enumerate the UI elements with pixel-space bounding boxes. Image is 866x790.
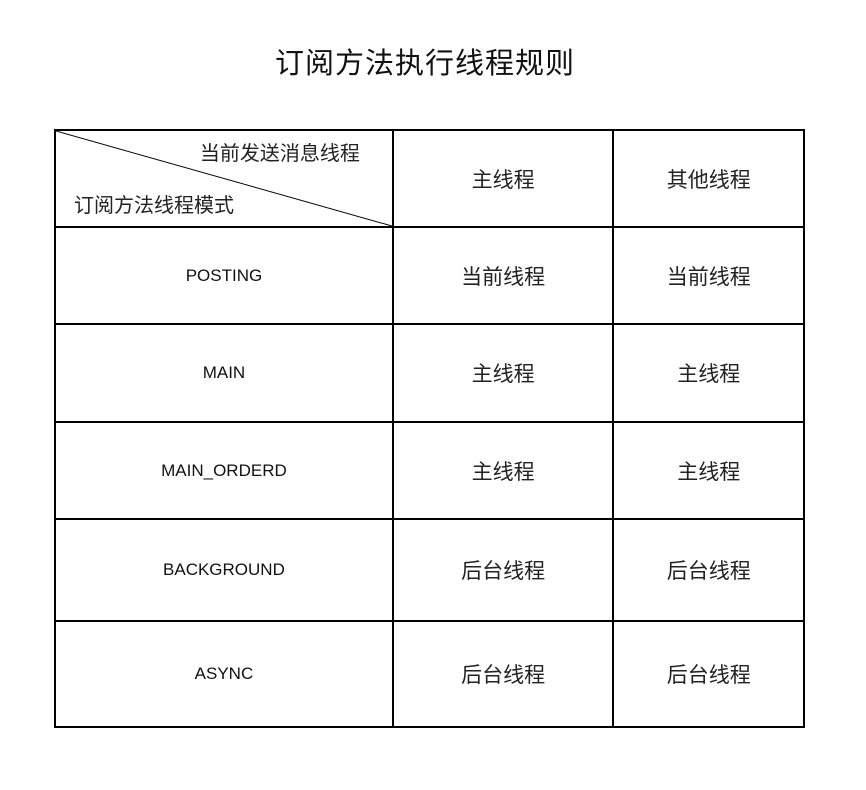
row-other-value: 当前线程: [612, 226, 805, 325]
thread-rules-table: 当前发送消息线程 订阅方法线程模式 主线程 其他线程 POSTING 当前线程 …: [54, 129, 805, 728]
row-mode-label: MAIN: [54, 323, 394, 423]
corner-header-bottom-label: 订阅方法线程模式: [74, 193, 234, 217]
header-other-thread: 其他线程: [612, 129, 805, 228]
corner-header-top-label: 当前发送消息线程: [199, 141, 360, 165]
table-row: MAIN 主线程 主线程: [54, 323, 805, 423]
row-other-value: 主线程: [612, 323, 805, 423]
row-mode-label: MAIN_ORDERD: [54, 421, 394, 520]
header-main-thread: 主线程: [391, 129, 615, 228]
row-other-value: 主线程: [612, 421, 805, 520]
row-mode-label: BACKGROUND: [54, 518, 394, 622]
row-mode-label: POSTING: [54, 226, 394, 325]
row-main-value: 后台线程: [391, 518, 615, 622]
row-other-value: 后台线程: [612, 620, 805, 728]
page-title: 订阅方法执行线程规则: [274, 46, 575, 80]
row-main-value: 主线程: [391, 421, 615, 520]
diagonal-divider: [56, 131, 392, 226]
row-main-value: 主线程: [391, 323, 615, 423]
row-main-value: 后台线程: [391, 620, 615, 728]
table-row: POSTING 当前线程 当前线程: [54, 226, 805, 325]
corner-header-cell: 当前发送消息线程 订阅方法线程模式: [54, 129, 394, 228]
row-other-value: 后台线程: [612, 518, 805, 622]
row-main-value: 当前线程: [391, 226, 615, 325]
table-row: ASYNC 后台线程 后台线程: [54, 620, 805, 728]
row-mode-label: ASYNC: [54, 620, 394, 728]
header-row: 当前发送消息线程 订阅方法线程模式 主线程 其他线程: [54, 129, 805, 228]
table-row: BACKGROUND 后台线程 后台线程: [54, 518, 805, 622]
table-row: MAIN_ORDERD 主线程 主线程: [54, 421, 805, 520]
